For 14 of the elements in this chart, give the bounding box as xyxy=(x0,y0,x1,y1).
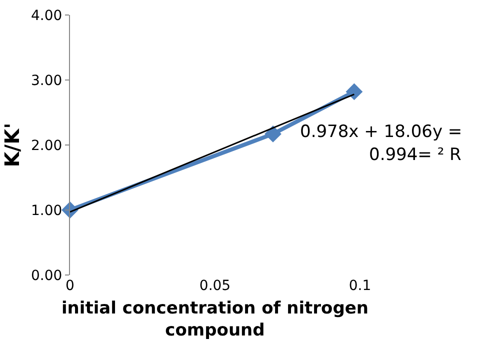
point xyxy=(346,83,363,100)
x-axis-title: initial concentration of nitrogen compound xyxy=(61,298,369,340)
y-tick-label: 0.00 xyxy=(31,268,62,284)
y-tick-label: 3.00 xyxy=(31,72,62,89)
x-tick-label: 0.1 xyxy=(348,278,372,294)
y-tick-label: 1.00 xyxy=(31,202,62,219)
text: 0.994= ² R xyxy=(369,145,462,165)
annotation: 0.978x + 18.06y = xyxy=(300,122,462,142)
x-tick-label: 0.05 xyxy=(199,278,231,294)
y-axis-title: K/K' xyxy=(0,122,24,168)
x-tick-label: 0 xyxy=(66,278,74,294)
point xyxy=(264,126,282,142)
y-tick-label: 4.00 xyxy=(31,8,62,24)
y-tick-label: 2.00 xyxy=(31,138,62,154)
